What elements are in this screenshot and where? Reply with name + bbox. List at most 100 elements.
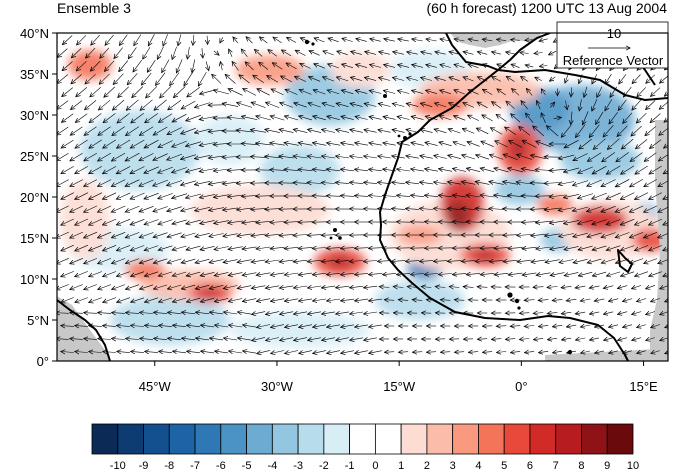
wind-vector <box>602 258 616 263</box>
wind-vector <box>393 78 405 81</box>
wind-vector <box>427 352 437 353</box>
wind-vector <box>153 126 168 135</box>
wind-vector <box>99 99 111 110</box>
wind-vector <box>252 337 266 340</box>
wind-vector <box>61 352 74 353</box>
wind-vector <box>411 274 425 275</box>
wind-vector <box>378 156 391 158</box>
wind-vector <box>321 183 336 184</box>
wind-vector <box>496 115 507 122</box>
wind-vector <box>210 312 224 314</box>
wind-vector <box>581 351 591 353</box>
wind-vector <box>587 232 602 237</box>
wind-vector <box>520 313 530 314</box>
wind-vector <box>162 59 170 73</box>
wind-vector <box>406 261 420 262</box>
wind-vector <box>461 208 476 209</box>
wind-vector <box>540 66 548 67</box>
wind-vector <box>89 113 102 123</box>
wind-vector <box>294 286 308 288</box>
wind-vector <box>312 196 327 197</box>
wind-vector <box>467 168 481 172</box>
wind-vector <box>266 286 280 288</box>
wind-vector <box>159 351 173 352</box>
wind-vector <box>229 49 232 57</box>
wind-vector <box>665 325 668 328</box>
wind-vector <box>158 140 173 148</box>
wind-vector <box>341 248 355 249</box>
wind-vector <box>590 338 600 340</box>
wind-vector <box>157 46 164 59</box>
wind-vector <box>158 166 173 173</box>
colorbar-swatch <box>246 423 273 455</box>
wind-vector <box>564 167 580 172</box>
wind-vector <box>207 35 208 44</box>
wind-vector <box>242 221 257 223</box>
wind-vector <box>131 297 145 302</box>
wind-vector <box>266 338 280 341</box>
wind-vector <box>455 300 465 301</box>
wind-vector <box>77 35 87 44</box>
wind-vector <box>520 53 529 54</box>
wind-vector <box>534 313 544 314</box>
wind-vector <box>578 193 594 199</box>
wind-vector <box>370 39 381 42</box>
wind-vector <box>294 312 308 314</box>
islands <box>304 39 572 354</box>
wind-vector <box>527 89 533 96</box>
wind-vector <box>75 326 88 327</box>
wind-vector <box>637 299 647 302</box>
wind-vector <box>147 59 156 72</box>
wind-vector <box>592 98 598 111</box>
wind-vector <box>537 101 541 110</box>
wind-vector <box>61 192 74 200</box>
wind-vector <box>630 232 644 237</box>
wind-vector <box>637 112 647 123</box>
wind-vector <box>75 271 88 276</box>
wind-vector <box>632 285 642 288</box>
wind-vector <box>576 312 586 314</box>
wind-vector <box>103 218 117 225</box>
wind-vector <box>327 169 341 171</box>
wind-vector <box>76 87 87 96</box>
wind-vector <box>260 37 268 44</box>
wind-vector <box>228 89 243 96</box>
wind-vector <box>300 64 311 69</box>
colorbar-label: 9 <box>604 460 610 471</box>
wind-vector <box>237 260 252 263</box>
wind-vector <box>365 52 376 55</box>
wind-vector <box>522 273 537 275</box>
wind-vector <box>494 195 509 197</box>
wind-vector <box>70 126 83 135</box>
colorbar-label: -10 <box>110 460 126 471</box>
wind-vector <box>70 313 83 314</box>
wind-vector <box>658 206 668 212</box>
wind-vector <box>181 232 196 237</box>
wind-vector <box>187 47 189 59</box>
wind-vector <box>89 271 103 277</box>
wind-vector <box>139 179 154 186</box>
wind-vector <box>595 351 605 353</box>
wind-vector <box>630 179 644 186</box>
wind-vector <box>126 258 140 264</box>
wind-vector <box>70 258 83 263</box>
wind-vector <box>98 284 112 290</box>
wind-vector <box>200 246 215 249</box>
wind-vector <box>215 325 229 327</box>
wind-vector <box>564 272 579 275</box>
wind-vector <box>483 89 493 95</box>
wind-vector <box>592 165 607 174</box>
wind-vector <box>308 129 322 133</box>
wind-vector <box>210 285 224 288</box>
wind-vector <box>272 63 283 70</box>
wind-vector <box>637 351 646 354</box>
wind-vector <box>545 260 560 263</box>
wind-vector <box>142 72 152 85</box>
wind-vector <box>356 39 367 42</box>
wind-vector <box>378 130 391 133</box>
wind-vector <box>313 116 326 121</box>
wind-vector <box>100 47 110 58</box>
wind-vector <box>85 73 96 84</box>
wind-vector <box>385 300 395 301</box>
wind-vector <box>98 231 112 238</box>
